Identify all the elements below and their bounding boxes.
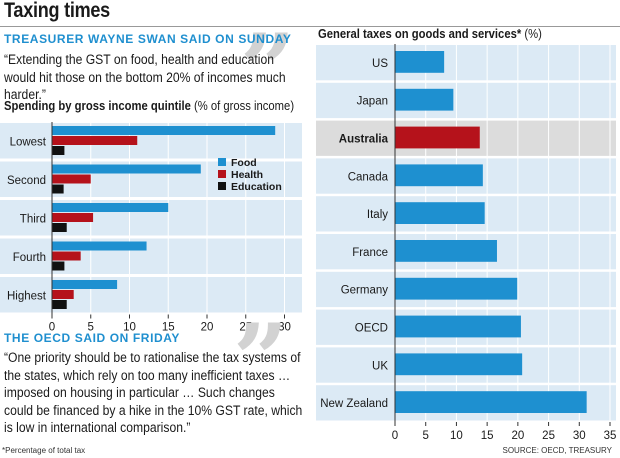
- bar: [395, 277, 518, 300]
- quote-mark-icon: ”: [240, 13, 296, 126]
- category-label: Third: [20, 213, 46, 225]
- left-chart-title-unit: (% of gross income): [190, 99, 295, 113]
- bar: [395, 164, 483, 187]
- page-title: Taxing times: [4, 0, 110, 22]
- category-label: Highest: [7, 290, 47, 302]
- category-band: [0, 277, 302, 313]
- x-tick-label: 30: [278, 322, 291, 333]
- bar-food: [52, 164, 201, 174]
- right-chart-title-bold: General taxes on goods and services*: [318, 27, 522, 41]
- bar-food: [52, 241, 147, 251]
- bar-education: [52, 146, 65, 155]
- bar-food: [52, 126, 276, 135]
- swan-kicker: TREASURER WAYNE SWAN SAID ON SUNDAY: [4, 32, 292, 46]
- bar: [395, 202, 485, 224]
- category-label: Fourth: [13, 252, 46, 264]
- category-label: UK: [372, 360, 388, 372]
- legend-swatch-food: [218, 158, 226, 166]
- category-label: Second: [7, 175, 46, 187]
- source-note: SOURCE: OECD, TREASURY: [502, 446, 612, 455]
- legend-label-health: Health: [231, 169, 263, 181]
- bar-health: [52, 251, 81, 261]
- legend-label-education: Education: [231, 181, 282, 193]
- gst-comparison-chart: US Japan Australia Canada Italy France Germany…: [316, 44, 617, 442]
- bar-food: [52, 203, 169, 212]
- bar-health: [52, 290, 74, 299]
- footnote: *Percentage of total tax: [2, 446, 86, 455]
- x-tick-label: 20: [511, 430, 524, 442]
- x-tick-label: 35: [604, 430, 617, 442]
- x-tick-label: 15: [162, 322, 175, 333]
- legend-label-food: Food: [231, 157, 257, 169]
- oecd-kicker: THE OECD SAID ON FRIDAY: [4, 331, 181, 345]
- category-band: [316, 45, 616, 81]
- title-divider: [0, 26, 620, 27]
- category-label: OECD: [355, 323, 388, 335]
- bar-health: [52, 174, 91, 184]
- bar: [395, 353, 523, 376]
- bar-highlight: [395, 126, 480, 149]
- x-tick-label: 5: [88, 322, 94, 333]
- category-label: Italy: [367, 209, 388, 221]
- quintile-spending-chart: Lowest Second Third Fourth Highest 0 5 10 15 20 25…: [0, 122, 302, 333]
- x-tick-label: 10: [450, 430, 463, 442]
- x-tick-label: 0: [49, 322, 55, 333]
- swan-quote: “Extending the GST on food, health and e…: [4, 52, 286, 102]
- bar: [395, 391, 587, 413]
- bar-education: [52, 184, 64, 194]
- category-label: France: [352, 247, 388, 259]
- x-tick-label: 30: [573, 430, 586, 442]
- left-chart-title-bold: Spending by gross income quintile: [4, 99, 191, 113]
- right-chart-title: General taxes on goods and services* (%): [318, 27, 542, 41]
- category-band: [316, 82, 616, 119]
- bar-food: [52, 280, 118, 289]
- x-tick-label: 20: [201, 322, 214, 333]
- category-label: Japan: [357, 96, 388, 108]
- category-label: Germany: [341, 285, 389, 297]
- x-tick-label: 10: [123, 322, 136, 333]
- x-tick-label: 25: [542, 430, 555, 442]
- x-tick-label: 0: [392, 430, 398, 442]
- x-tick-label: 5: [423, 430, 429, 442]
- bar: [395, 88, 454, 111]
- category-label: Lowest: [10, 136, 47, 148]
- quote-mark-icon: ”: [233, 303, 289, 416]
- oecd-quote: “One priority should be to rationalise t…: [4, 350, 303, 435]
- legend-swatch-education: [218, 182, 226, 190]
- bar-education: [52, 261, 65, 271]
- bar: [395, 315, 521, 338]
- bar: [395, 240, 497, 262]
- bar: [395, 51, 445, 73]
- bar-education: [52, 300, 67, 309]
- category-label: New Zealand: [320, 398, 388, 410]
- category-band: [0, 238, 302, 274]
- left-chart-title: Spending by gross income quintile (% of …: [4, 99, 294, 113]
- x-tick-label: 15: [481, 430, 494, 442]
- category-label: US: [372, 58, 388, 70]
- category-label: Australia: [339, 134, 389, 146]
- bar-health: [52, 213, 94, 222]
- right-chart-title-unit: (%): [521, 27, 542, 41]
- bar-health: [52, 136, 138, 145]
- legend-swatch-health: [218, 170, 226, 178]
- x-tick-label: 25: [239, 322, 252, 333]
- bar-education: [52, 223, 67, 232]
- category-label: Canada: [348, 171, 389, 183]
